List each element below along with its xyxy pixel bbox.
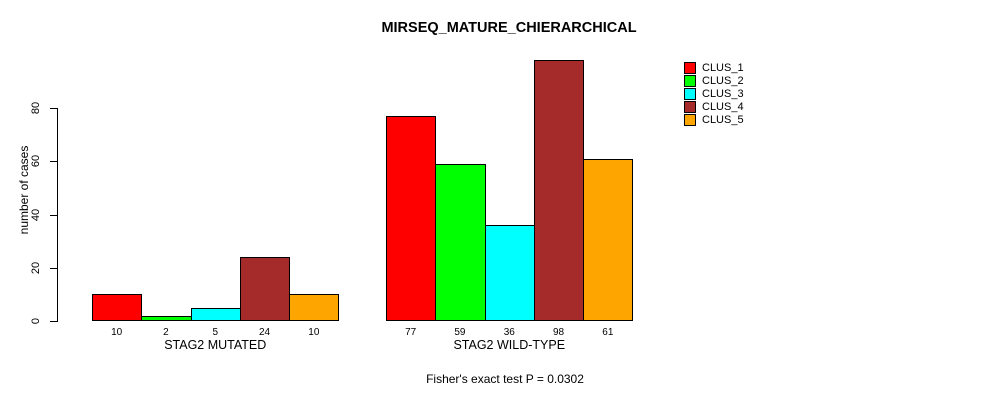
bar-value-label: 5 <box>212 327 219 338</box>
y-tick <box>50 108 57 110</box>
bar-value-label: 10 <box>111 327 123 338</box>
bar-value-label: 10 <box>308 327 320 338</box>
legend-swatch-icon <box>684 88 696 100</box>
bar-clus_5-group1 <box>289 294 340 321</box>
chart-title: MIRSEQ_MATURE_CHIERARCHICAL <box>381 20 637 36</box>
y-tick <box>50 214 57 216</box>
legend-swatch-icon <box>684 101 696 113</box>
bar-value-label: 24 <box>258 327 271 338</box>
bar-value-label: 2 <box>163 327 169 338</box>
bar-value-label: 61 <box>602 327 614 338</box>
legend-swatch-icon <box>684 75 696 87</box>
legend-item-label: CLUS_1 <box>702 62 744 74</box>
legend-item-label: CLUS_4 <box>702 101 744 113</box>
bar-clus_4-group2 <box>533 60 585 321</box>
group-label-2: STAG2 WILD-TYPE <box>453 338 566 352</box>
legend-item-label: CLUS_5 <box>702 114 744 126</box>
y-tick-label: 0 <box>30 317 42 325</box>
bar-value-label: 98 <box>552 327 565 338</box>
legend-swatch-icon <box>684 62 696 74</box>
y-axis-line <box>57 108 58 322</box>
annotation-fisher-test: Fisher's exact test P = 0.0302 <box>426 372 584 386</box>
y-tick-label: 80 <box>30 102 42 115</box>
bar-clus_1-group1 <box>92 294 143 321</box>
bar-clus_5-group2 <box>583 158 634 321</box>
y-tick <box>50 321 57 322</box>
bar-clus_1-group2 <box>386 116 437 321</box>
bar-clus_3-group1 <box>190 307 241 321</box>
y-tick-label: 60 <box>30 155 42 168</box>
legend-item-label: CLUS_2 <box>702 75 744 87</box>
group-label-1: STAG2 MUTATED <box>164 338 267 352</box>
y-tick-label: 20 <box>30 261 42 274</box>
y-tick-label: 40 <box>30 208 42 221</box>
bar-clus_3-group2 <box>484 225 535 321</box>
bar-clus_4-group1 <box>239 257 291 321</box>
bar-clus_2-group2 <box>435 164 486 321</box>
bar-value-label: 59 <box>454 327 466 338</box>
legend-item-label: CLUS_3 <box>702 88 744 100</box>
y-axis-label: number of cases <box>17 145 31 235</box>
y-tick <box>50 267 57 269</box>
bar-value-label: 36 <box>503 327 515 338</box>
y-tick <box>50 161 57 163</box>
legend-swatch-icon <box>684 114 696 126</box>
bar-clus_2-group1 <box>141 315 192 321</box>
bar-value-label: 77 <box>405 327 417 338</box>
